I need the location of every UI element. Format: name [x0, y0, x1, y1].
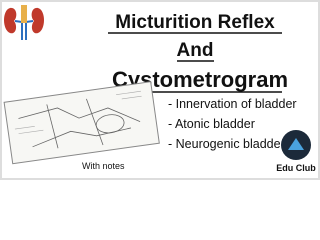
bullet: - Atonic bladder — [168, 117, 255, 131]
kidney-icon — [4, 5, 44, 40]
bullet: - Innervation of bladder — [168, 97, 297, 111]
logo-mark — [288, 138, 304, 150]
title-line: Micturition Reflex — [115, 12, 275, 33]
title-line: And — [177, 40, 214, 61]
thumbnail: Micturition Reflex And Cystometrogram Wi… — [0, 0, 320, 180]
sketch — [3, 81, 160, 165]
logo-label: Edu Club — [276, 163, 316, 173]
bullet: - Neurogenic bladder — [168, 137, 285, 151]
page: {"title": {"line1": "Micturition Reflex"… — [0, 0, 320, 180]
note: With notes — [82, 161, 125, 171]
